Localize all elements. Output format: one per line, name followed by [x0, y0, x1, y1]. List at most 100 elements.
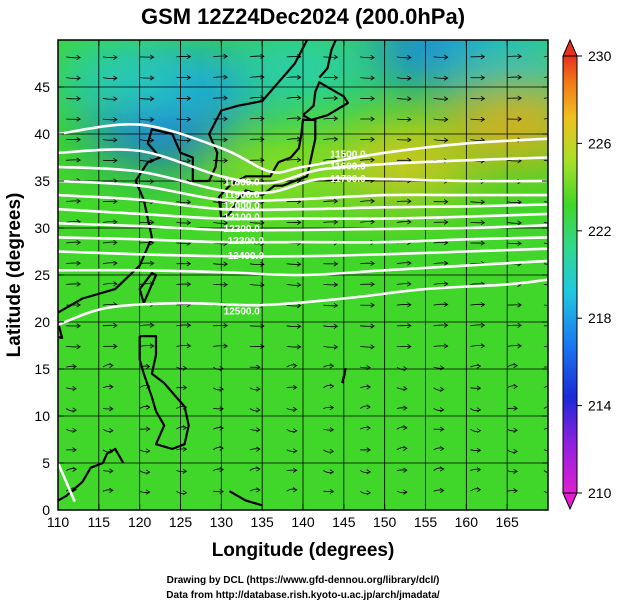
streamline-arrow: [403, 489, 408, 495]
contour-label: 12400.0: [228, 251, 265, 262]
streamline: [543, 427, 548, 430]
streamline: [360, 346, 375, 348]
streamline-arrow: [223, 220, 228, 226]
streamline-arrow: [186, 261, 192, 267]
streamline: [543, 201, 548, 203]
streamline: [176, 118, 191, 120]
streamline-arrow: [517, 199, 522, 205]
x-axis-label: Longitude (degrees): [212, 540, 395, 561]
streamline: [433, 118, 448, 121]
streamline-arrow: [403, 445, 408, 451]
streamline-arrow: [186, 137, 192, 143]
streamline: [286, 76, 301, 78]
streamline: [470, 283, 485, 285]
streamline-arrow: [333, 282, 339, 288]
streamline-arrow: [554, 137, 558, 141]
streamline: [470, 324, 485, 327]
streamline: [286, 263, 301, 265]
streamline-arrow: [149, 343, 155, 349]
contour-label: 11900.0: [224, 190, 260, 201]
streamline: [507, 76, 522, 78]
streamline-arrow: [113, 260, 118, 266]
height-contour-11500: [58, 122, 548, 174]
streamline-arrow: [329, 383, 335, 389]
streamline-arrow: [109, 428, 114, 434]
streamline: [323, 346, 338, 348]
streamline-arrow: [407, 75, 412, 81]
y-tick-label: 5: [42, 455, 50, 471]
streamline-arrow: [443, 54, 449, 60]
streamline-arrow: [109, 487, 114, 493]
streamline: [213, 222, 228, 224]
height-contour-12200: [58, 236, 548, 244]
streamline-arrow: [550, 384, 554, 388]
streamline-arrow: [76, 137, 81, 143]
streamline-arrow: [329, 363, 335, 369]
streamline: [543, 385, 548, 389]
contour-label: 11600.0: [330, 162, 366, 173]
streamline-arrow: [443, 343, 449, 349]
streamline-arrow: [76, 239, 81, 246]
streamline: [102, 241, 117, 244]
streamline: [102, 221, 117, 223]
streamline: [213, 263, 228, 265]
streamline-arrow: [292, 428, 298, 434]
streamline-arrow: [149, 219, 155, 225]
streamline: [543, 118, 548, 120]
height-contour-12500: [58, 278, 548, 327]
streamline: [66, 200, 81, 203]
streamline: [213, 55, 228, 58]
streamline-arrow: [223, 116, 228, 122]
streamline-arrow: [443, 219, 449, 225]
streamline-arrow: [76, 302, 81, 308]
streamline-arrow: [513, 427, 518, 433]
streamline: [507, 222, 522, 224]
streamline-arrow: [439, 487, 445, 493]
streamline-arrow: [145, 489, 151, 495]
streamline: [543, 97, 548, 99]
streamline-arrow: [145, 448, 151, 454]
streamline-arrow: [292, 384, 298, 390]
streamline-arrow: [260, 343, 265, 349]
streamline-arrow: [109, 468, 114, 474]
streamline-arrow: [517, 53, 522, 59]
streamline-arrow: [554, 344, 558, 348]
streamline-arrow: [292, 487, 298, 493]
streamline-arrow: [260, 53, 265, 59]
streamline-arrow: [403, 425, 408, 431]
streamline-arrow: [550, 365, 554, 369]
streamline-arrow: [186, 116, 192, 122]
streamline-arrow: [333, 303, 339, 309]
coastline: [318, 40, 337, 79]
streamline-arrow: [223, 53, 228, 59]
streamline-arrow: [296, 74, 302, 80]
streamline: [470, 303, 485, 306]
streamline-arrow: [329, 469, 335, 475]
y-axis-ticks: 0 5 10 15 20 25 30 35 40 45: [34, 79, 548, 518]
y-tick-label: 45: [34, 79, 50, 95]
streamline-arrow: [443, 137, 449, 143]
streamline-arrow: [186, 220, 192, 226]
streamline: [396, 283, 411, 285]
streamline-arrow: [370, 136, 375, 142]
streamline-arrow: [439, 466, 445, 472]
x-tick-label: 160: [455, 514, 479, 530]
streamline-arrow: [219, 406, 224, 412]
streamline-arrow: [260, 157, 265, 163]
contour-label: 11800.0: [224, 178, 260, 189]
streamline-arrow: [333, 219, 339, 225]
streamline: [360, 159, 375, 161]
streamline-arrow: [256, 407, 261, 413]
contour-label: 12200.0: [224, 224, 261, 235]
streamline-arrow: [256, 386, 261, 392]
streamline-arrow: [256, 487, 261, 493]
streamline: [360, 77, 375, 79]
streamline-arrow: [109, 406, 114, 412]
streamline-arrow: [333, 261, 339, 267]
streamline-arrow: [113, 281, 118, 287]
streamline-arrow: [296, 261, 302, 267]
streamline: [139, 324, 154, 327]
streamline: [433, 97, 448, 100]
streamline: [249, 284, 264, 286]
streamline-arrow: [109, 384, 114, 390]
